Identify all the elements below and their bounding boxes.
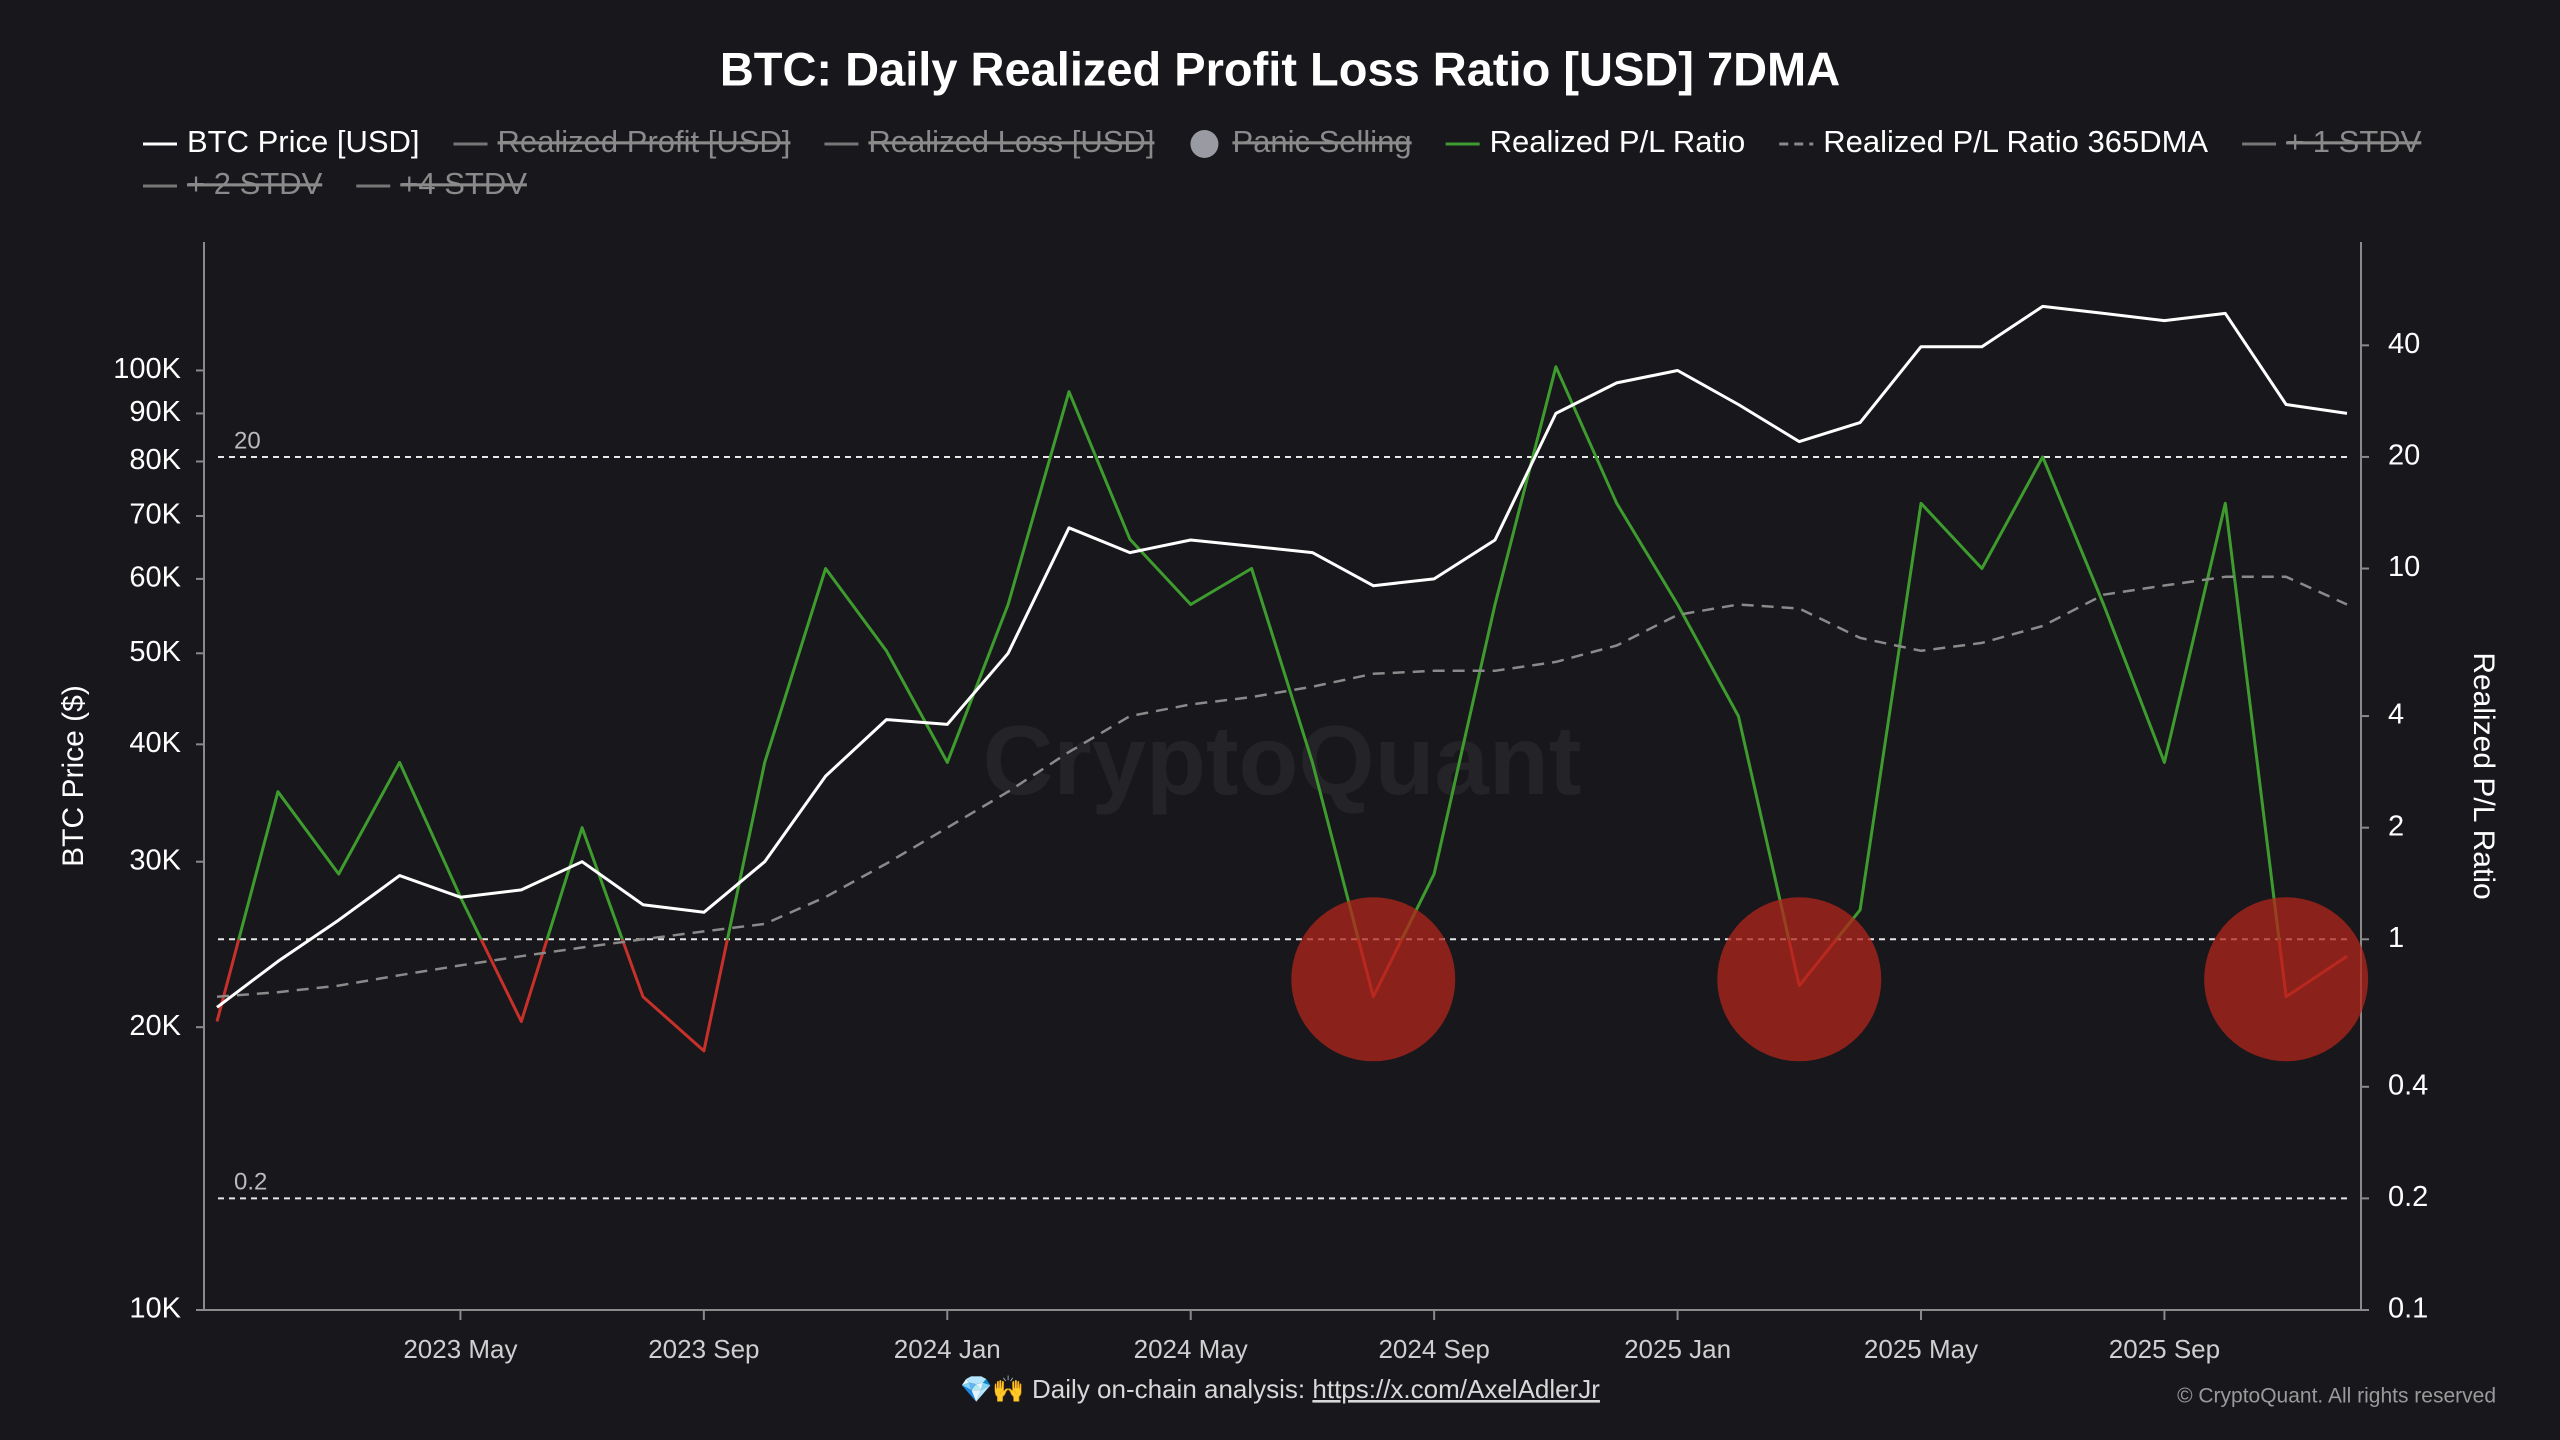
x-tick-label: 2025 Jan: [1624, 1334, 1731, 1364]
x-tick-label: 2025 May: [1864, 1334, 1978, 1364]
legend-item: Realized P/L Ratio: [1445, 124, 1746, 159]
watermark: CryptoQuant: [983, 705, 1582, 815]
legend-item: Realized Profit [USD]: [453, 124, 791, 159]
y-tick-label: 10K: [129, 1293, 181, 1325]
y2-axis-title: Realized P/L Ratio: [2467, 652, 2500, 899]
panic-highlight: [1291, 897, 1456, 1062]
y-tick-label: 90K: [129, 396, 181, 428]
legend-label: Realized Profit [USD]: [498, 124, 791, 159]
y2-tick-label: 0.4: [2388, 1069, 2428, 1101]
y2-tick-label: 10: [2388, 551, 2420, 583]
x-tick-label: 2025 Sep: [2109, 1334, 2220, 1364]
y-tick-label: 40K: [129, 727, 181, 759]
legend-item: +4 STDV: [356, 166, 527, 201]
series-line: [216, 575, 2348, 998]
y2-tick-label: 20: [2388, 440, 2420, 472]
legend-item: Panic Selling: [1190, 124, 1412, 159]
legend-label: Realized Loss [USD]: [868, 124, 1154, 159]
y2-tick-label: 2: [2388, 810, 2404, 842]
y2-tick-label: 0.1: [2388, 1293, 2428, 1325]
legend-label: Realized P/L Ratio: [1490, 124, 1746, 159]
legend-label: Realized P/L Ratio 365DMA: [1823, 124, 2208, 159]
legend-item: BTC Price [USD]: [143, 124, 420, 159]
y-tick-label: 50K: [129, 636, 181, 668]
y2-tick-label: 40: [2388, 328, 2420, 360]
y-tick-label: 70K: [129, 499, 181, 531]
reference-label: 20: [234, 427, 261, 454]
x-tick-label: 2024 Sep: [1378, 1334, 1489, 1364]
x-tick-label: 2024 Jan: [894, 1334, 1001, 1364]
y-tick-label: 30K: [129, 844, 181, 876]
series-line: [216, 304, 2348, 1009]
x-tick-label: 2023 May: [403, 1334, 517, 1364]
reference-label: 0.2: [234, 1169, 267, 1196]
x-tick-label: 2024 May: [1134, 1334, 1248, 1364]
y2-tick-label: 4: [2388, 699, 2404, 731]
y2-tick-label: 1: [2388, 922, 2404, 954]
series-line: [215, 365, 2348, 1053]
y-tick-label: 60K: [129, 562, 181, 594]
chart-title: BTC: Daily Realized Profit Loss Ratio [U…: [720, 42, 1840, 95]
legend-item: Realized Loss [USD]: [824, 124, 1154, 159]
y-axis-title: BTC Price ($): [57, 685, 90, 867]
y-tick-label: 80K: [129, 444, 181, 476]
legend-label: +4 STDV: [400, 166, 527, 201]
legend-label: + 1 STDV: [2286, 124, 2422, 159]
panic-highlight: [2204, 897, 2369, 1062]
legend-label: BTC Price [USD]: [187, 124, 420, 159]
footer: 💎🙌 Daily on-chain analysis: https://x.co…: [960, 1374, 1600, 1404]
legend-item: + 1 STDV: [2242, 124, 2422, 159]
legend-symbol: [1190, 130, 1219, 158]
x-tick-label: 2023 Sep: [648, 1334, 759, 1364]
legend-item: + 2 STDV: [143, 166, 323, 201]
footer-text: 💎🙌 Daily on-chain analysis:: [960, 1374, 1312, 1404]
panic-highlight: [1717, 897, 1882, 1062]
copyright: © CryptoQuant. All rights reserved: [2177, 1385, 2496, 1408]
legend-label: Panic Selling: [1232, 124, 1411, 159]
y-tick-label: 100K: [113, 353, 181, 385]
legend-label: + 2 STDV: [187, 166, 323, 201]
legend-item: Realized P/L Ratio 365DMA: [1779, 124, 2208, 159]
footer-link[interactable]: https://x.com/AxelAdlerJr: [1312, 1374, 1600, 1404]
y2-tick-label: 0.2: [2388, 1181, 2428, 1213]
y-tick-label: 20K: [129, 1010, 181, 1042]
